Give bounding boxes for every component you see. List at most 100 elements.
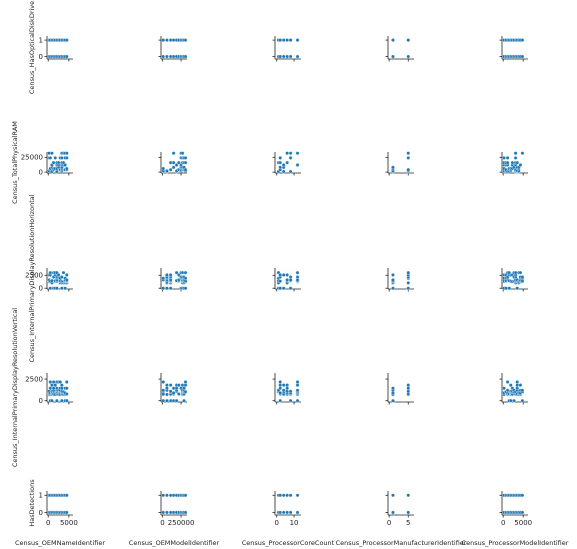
scatter-point: [285, 54, 290, 59]
scatter-point: [288, 38, 293, 42]
scatter-point: [502, 386, 506, 391]
scatter-point: [165, 54, 169, 59]
y-axis-label: Census_InternalPrimaryDisplayResolutionV…: [11, 308, 19, 467]
scatter-point: [165, 392, 169, 397]
scatter-point: [278, 286, 283, 291]
scatter-point: [59, 286, 64, 291]
scatter-point: [520, 54, 525, 59]
scatter-point: [174, 270, 179, 275]
scatter-point: [281, 54, 286, 59]
scatter-point: [64, 380, 69, 384]
scatter-point: [288, 275, 293, 279]
scatter-point: [288, 169, 293, 174]
scatter-point: [55, 286, 59, 291]
scatter-point: [59, 275, 64, 279]
y-tick-label: 1: [39, 37, 43, 45]
scatter-point: [183, 493, 188, 498]
scatter-point: [285, 151, 290, 156]
scatter-point: [295, 163, 300, 167]
scatter-point: [168, 167, 173, 172]
scatter-point: [53, 156, 58, 160]
scatter-point: [64, 278, 69, 282]
scatter-point: [513, 270, 518, 275]
scatter-point: [295, 510, 300, 515]
scatter-point: [278, 398, 283, 403]
scatter-point: [507, 286, 512, 291]
scatter-point: [50, 383, 54, 387]
scatter-point: [285, 160, 290, 165]
scatter-point: [64, 151, 69, 156]
scatter-point: [48, 286, 53, 291]
scatter-point: [515, 383, 520, 387]
scatter-point: [51, 160, 56, 165]
scatter-point: [508, 383, 513, 387]
x-tick-label: 0: [501, 519, 505, 527]
scatter-point: [171, 160, 176, 165]
scatter-point: [515, 386, 520, 391]
y-tick-label: 0: [39, 169, 43, 177]
x-tick-label: 0: [46, 519, 50, 527]
scatter-point: [174, 163, 179, 167]
scatter-point: [295, 270, 300, 275]
scatter-point: [165, 386, 169, 391]
scatter-point: [183, 380, 188, 384]
y-tick-label: 2500: [25, 272, 43, 280]
scatter-point: [520, 493, 525, 498]
scatter-point: [183, 38, 188, 42]
scatter-point: [285, 273, 290, 277]
scatter-point: [168, 273, 173, 277]
scatter-point: [161, 38, 166, 42]
scatter-point: [518, 383, 523, 387]
scatter-point: [278, 391, 283, 395]
scatter-point: [510, 160, 515, 165]
scatter-point: [278, 38, 283, 42]
scatter-point: [59, 398, 64, 403]
scatter-point: [281, 388, 286, 393]
scatter-point: [51, 386, 56, 391]
scatter-point: [515, 160, 520, 165]
scatter-point: [183, 167, 188, 172]
y-tick-label: 1: [39, 492, 43, 500]
scatter-point: [391, 38, 395, 42]
scatter-point: [161, 54, 166, 59]
scatter-point: [48, 156, 53, 160]
scatter-point: [513, 156, 518, 160]
scatter-point: [64, 510, 69, 515]
scatter-point: [165, 493, 169, 498]
y-tick-label: 0: [39, 397, 43, 405]
scatter-point: [63, 163, 68, 167]
scatter-point: [391, 165, 395, 170]
scatter-point: [171, 165, 176, 170]
scatter-point: [406, 386, 411, 391]
scatter-point: [281, 493, 286, 498]
x-tick-label: 0: [274, 519, 278, 527]
scatter-point: [295, 38, 300, 42]
scatter-point: [288, 510, 293, 515]
scatter-point: [64, 54, 69, 59]
scatter-point: [176, 383, 181, 387]
scatter-point: [406, 383, 411, 387]
scatter-point: [504, 286, 508, 291]
scatter-point: [171, 391, 176, 395]
scatter-point: [183, 270, 188, 275]
scatter-point: [285, 386, 290, 391]
scatter-point: [505, 156, 510, 160]
scatter-point: [165, 510, 169, 515]
scatter-point: [278, 156, 283, 160]
scatter-point: [295, 54, 300, 59]
scatter-point: [165, 398, 169, 403]
y-axis-label: Census_InternalPrimaryDisplayResolutionH…: [28, 194, 36, 362]
x-axis-label: Census_OEMNameIdentifier: [15, 539, 105, 547]
scatter-point: [51, 380, 56, 384]
scatter-point: [183, 156, 188, 160]
x-axis-label: Census_ProcessorModelIdentifier: [462, 539, 569, 547]
scatter-point: [406, 54, 411, 59]
scatter-point: [58, 380, 63, 384]
scatter-point: [48, 380, 53, 384]
scatter-point: [48, 270, 53, 275]
scatter-point: [64, 493, 69, 498]
scatter-point: [281, 163, 286, 167]
scatter-point: [59, 386, 64, 391]
scatter-point: [59, 156, 64, 160]
